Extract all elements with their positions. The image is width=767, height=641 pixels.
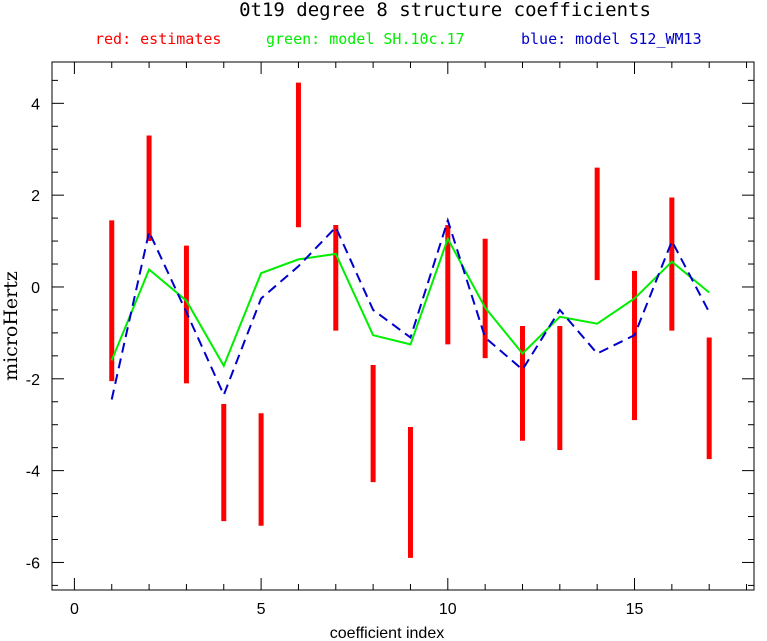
legend-entry: green: model SH.10c.17	[266, 30, 465, 48]
series-line-sh10c17	[110, 236, 710, 369]
legend-entry: red: estimates	[95, 30, 221, 48]
x-tick-label: 15	[626, 601, 644, 618]
y-tick-label: -6	[26, 555, 40, 572]
legend-entry: blue: model S12_WM13	[521, 30, 702, 48]
y-tick-label: 2	[31, 188, 40, 205]
axes: 0 5 10 15 -6 -4 -2 0 2 4	[26, 61, 755, 618]
x-axis-label: coefficient index	[330, 625, 444, 641]
x-tick-label: 5	[257, 601, 266, 618]
x-tick-label: 10	[439, 601, 457, 618]
y-tick-label: 0	[31, 280, 40, 297]
series-line-s12-wm13	[110, 217, 711, 400]
plot-frame	[51, 61, 755, 591]
y-tick-label: -2	[26, 372, 40, 389]
chart-title: 0t19 degree 8 structure coefficients	[239, 0, 651, 21]
x-tick-label: 0	[70, 601, 79, 618]
plot-area	[109, 82, 712, 558]
y-axis-label: microHertz	[0, 271, 22, 381]
y-tick-label: -4	[26, 464, 40, 481]
chart-legend: red: estimates green: model SH.10c.17 blue…	[95, 30, 702, 48]
y-tick-label: 4	[31, 96, 40, 113]
